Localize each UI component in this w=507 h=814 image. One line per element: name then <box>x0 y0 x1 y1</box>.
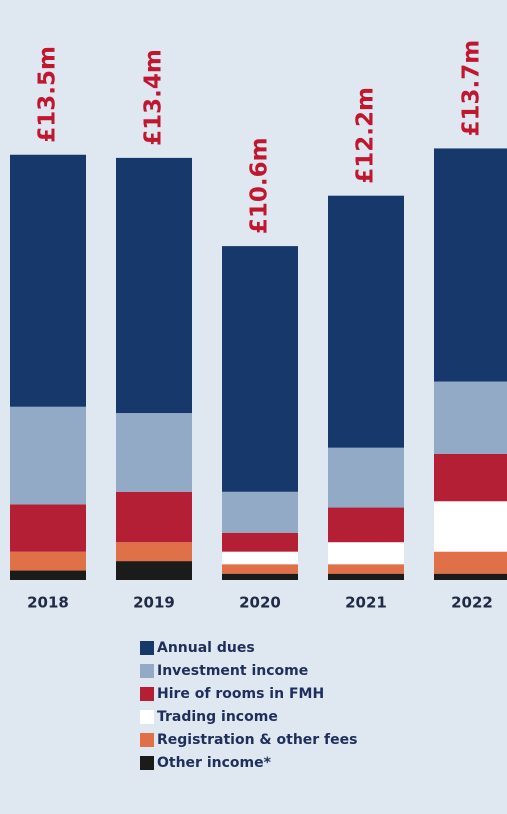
bar-segment <box>434 148 507 382</box>
bar-segment <box>328 507 404 543</box>
legend-label: Annual dues <box>157 640 255 656</box>
bar-segment <box>10 406 86 505</box>
legend-label: Investment income <box>157 663 308 679</box>
legend-swatch <box>140 664 154 678</box>
bar-segment <box>328 542 404 565</box>
bar-segment <box>10 154 86 407</box>
legend-swatch <box>140 710 154 724</box>
bar-segment <box>434 573 507 580</box>
bar-segment <box>328 564 404 574</box>
legend-swatch <box>140 756 154 770</box>
bar-segment <box>434 551 507 574</box>
bar-segment <box>222 551 298 565</box>
total-label: £10.6m <box>247 137 273 234</box>
bar-segment <box>116 561 192 580</box>
bar-segment <box>434 381 507 454</box>
bar-segment <box>10 551 86 571</box>
total-label: £13.4m <box>141 49 167 146</box>
legend-swatch <box>140 687 154 701</box>
legend-label: Hire of rooms in FMH <box>157 686 324 702</box>
x-tick-label: 2020 <box>239 594 281 612</box>
x-tick-label: 2018 <box>27 594 69 612</box>
bar-segment <box>222 246 298 492</box>
x-tick-label: 2019 <box>133 594 175 612</box>
bar-segment <box>222 564 298 574</box>
bar-segment <box>222 532 298 552</box>
bar-segment <box>328 447 404 508</box>
legend-label: Registration & other fees <box>157 732 357 748</box>
bar-segment <box>328 573 404 580</box>
bar-segment <box>116 157 192 414</box>
total-label: £13.5m <box>35 46 61 143</box>
bar-segment <box>434 501 507 552</box>
bar-segment <box>10 504 86 552</box>
total-label: £12.2m <box>353 87 379 184</box>
legend-label: Trading income <box>157 709 278 725</box>
bar-segment <box>116 491 192 543</box>
x-tick-label: 2021 <box>345 594 387 612</box>
bar-segment <box>222 491 298 533</box>
x-tick-label: 2022 <box>451 594 493 612</box>
bar-segment <box>116 542 192 562</box>
bar-segment <box>10 570 86 580</box>
legend-label: Other income* <box>157 755 272 771</box>
bar-segment <box>222 573 298 580</box>
bar-segment <box>434 454 507 502</box>
bar-segment <box>116 413 192 492</box>
legend-swatch <box>140 733 154 747</box>
bar-segment <box>328 195 404 448</box>
total-label: £13.7m <box>459 40 485 137</box>
legend-swatch <box>140 641 154 655</box>
